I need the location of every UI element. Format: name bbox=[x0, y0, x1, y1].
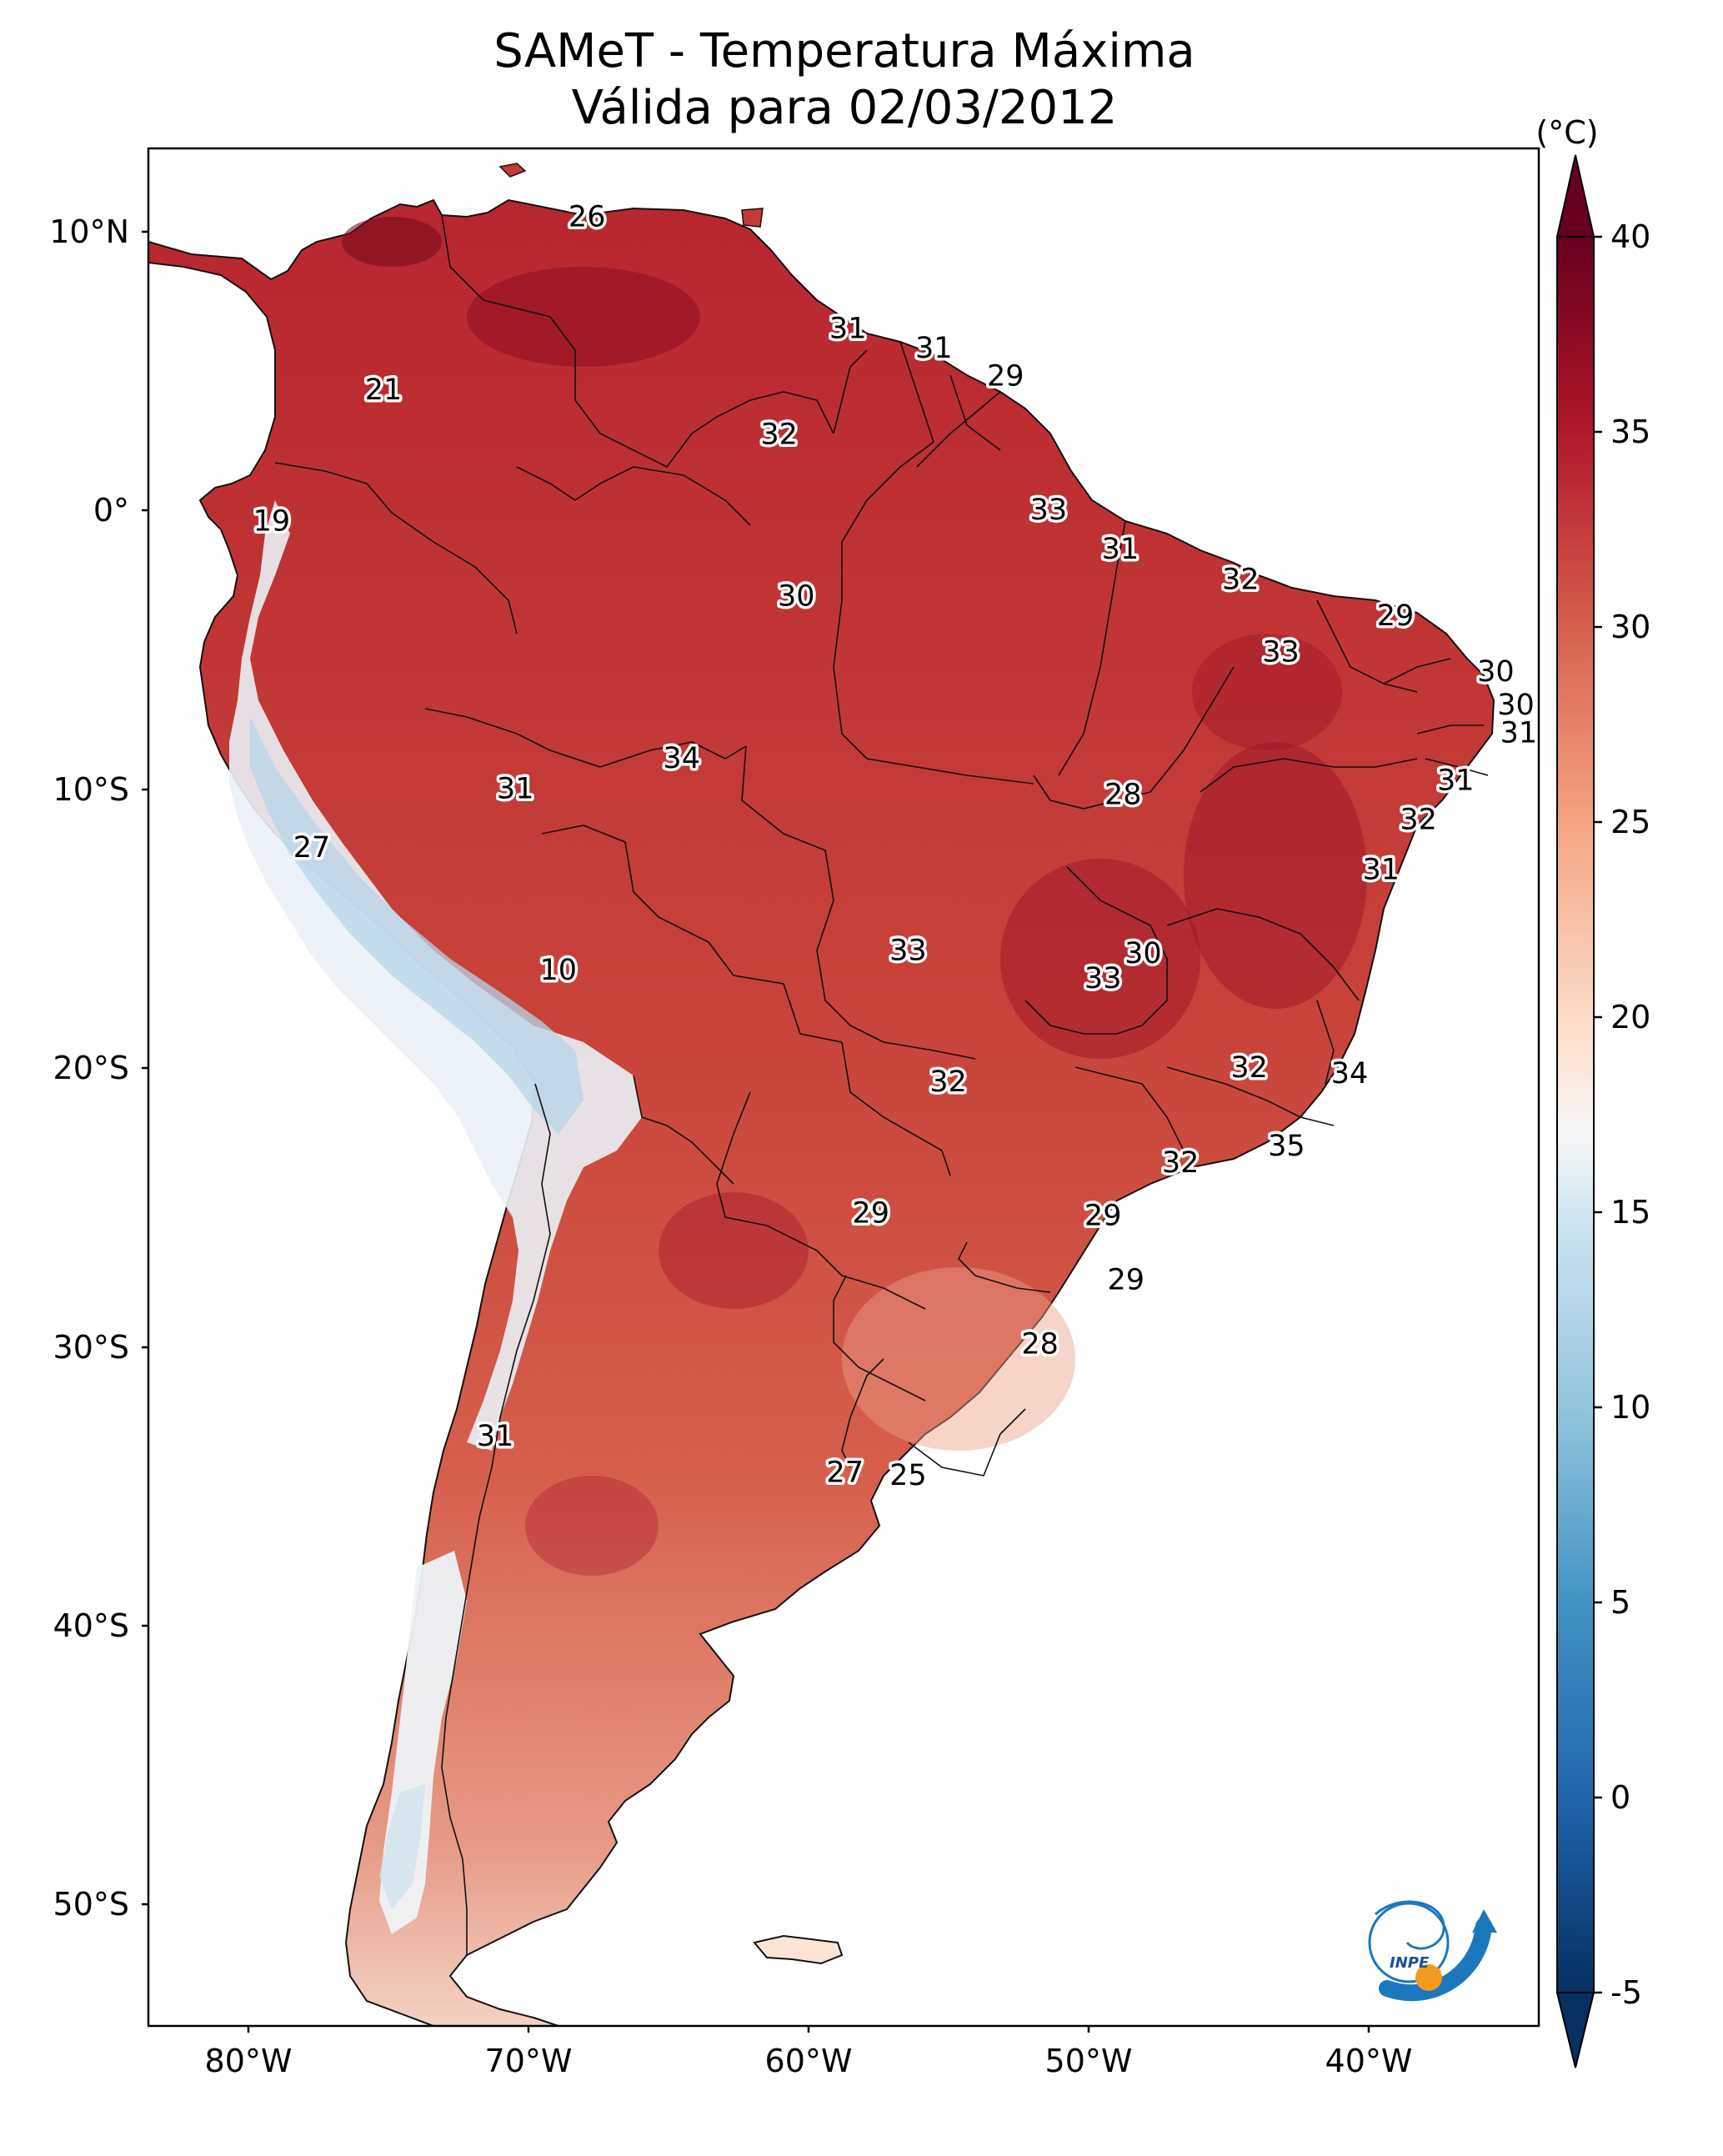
temperature-label: 28 bbox=[1104, 778, 1142, 811]
temperature-label: 30 bbox=[1497, 689, 1535, 722]
title-line-2: Válida para 02/03/2012 bbox=[572, 81, 1118, 135]
colorbar-tick-label: 10 bbox=[1610, 1389, 1650, 1426]
caribbean-islands bbox=[498, 163, 764, 228]
colorbar-extend-max bbox=[1555, 154, 1595, 238]
inpe-logo: INPE bbox=[1368, 1900, 1497, 2002]
colorbar-extend-min bbox=[1555, 1992, 1595, 2068]
temperature-label: 29 bbox=[1084, 1200, 1122, 1233]
temperature-label: 27 bbox=[293, 831, 331, 865]
colorbar-tick-label: 30 bbox=[1610, 609, 1650, 645]
temperature-label: 32 bbox=[1400, 803, 1437, 836]
lat-tick-label: 30°S bbox=[53, 1329, 129, 1366]
temperature-label: 31 bbox=[1437, 765, 1475, 798]
colorbar-unit: (°C) bbox=[1535, 114, 1598, 151]
hot-spot-venezuela bbox=[467, 267, 700, 367]
temperature-label: 33 bbox=[889, 935, 927, 968]
temperature-label: 30 bbox=[1477, 655, 1515, 689]
temperature-label: 33 bbox=[1084, 962, 1122, 995]
lat-tick-label: 0° bbox=[93, 492, 129, 529]
colorbar-tick-label: 15 bbox=[1610, 1194, 1650, 1231]
temperature-label: 32 bbox=[760, 419, 798, 452]
lon-tick-label: 60°W bbox=[765, 2043, 853, 2079]
colorbar: (°C) 40 35 30 25 20 15 10 5 0 -5 bbox=[1535, 114, 1650, 2068]
hot-spot-northeast bbox=[1192, 634, 1342, 750]
colorbar-tick-label: 20 bbox=[1610, 999, 1650, 1035]
temperature-label: 31 bbox=[829, 313, 867, 346]
temperature-label: 29 bbox=[987, 359, 1024, 393]
hot-spot-colombia bbox=[342, 217, 442, 267]
temperature-label: 27 bbox=[826, 1457, 864, 1490]
title-line-1: SAMeT - Temperatura Máxima bbox=[493, 24, 1195, 78]
svg-text:INPE: INPE bbox=[1390, 1954, 1430, 1972]
temperature-label: 29 bbox=[1108, 1264, 1145, 1297]
temperature-label: 19 bbox=[253, 504, 291, 538]
lat-tick-label: 20°S bbox=[53, 1050, 129, 1086]
longitude-axis: 80°W 70°W 60°W 50°W 40°W bbox=[205, 2026, 1413, 2079]
lon-tick-label: 70°W bbox=[485, 2043, 573, 2079]
lat-tick-label: 10°N bbox=[49, 213, 129, 250]
hot-spot-chaco bbox=[659, 1192, 809, 1309]
temperature-label: 32 bbox=[1162, 1146, 1200, 1180]
temperature-label: 32 bbox=[1230, 1051, 1268, 1085]
colorbar-tick-label: 5 bbox=[1610, 1584, 1630, 1621]
temperature-label: 34 bbox=[663, 742, 700, 775]
cool-spot-south-brazil bbox=[842, 1267, 1075, 1451]
hot-spot-central-brazil bbox=[1000, 859, 1200, 1059]
temperature-label: 31 bbox=[497, 773, 534, 806]
hot-spot-bahia bbox=[1184, 742, 1367, 1009]
temperature-label: 35 bbox=[1268, 1130, 1305, 1163]
temperature-label: 32 bbox=[1222, 564, 1260, 597]
temperature-label: 32 bbox=[929, 1065, 967, 1099]
lon-tick-label: 80°W bbox=[205, 2043, 293, 2079]
map-area bbox=[148, 148, 1539, 2026]
patagonia-cold-region bbox=[379, 1784, 425, 1909]
country-borders bbox=[274, 214, 1489, 1955]
lon-tick-label: 40°W bbox=[1325, 2043, 1413, 2079]
temperature-label: 21 bbox=[365, 374, 403, 407]
temperature-label: 31 bbox=[1102, 533, 1139, 566]
hot-spot-pampas bbox=[525, 1476, 659, 1576]
lon-tick-label: 50°W bbox=[1045, 2043, 1133, 2079]
temperature-label: 25 bbox=[889, 1459, 927, 1492]
falkland-islands bbox=[753, 1934, 844, 1965]
temperature-label: 30 bbox=[1124, 937, 1162, 970]
temperature-label: 28 bbox=[1021, 1328, 1059, 1361]
colorbar-gradient bbox=[1556, 236, 1595, 1993]
temperature-label: 33 bbox=[1030, 494, 1068, 527]
colorbar-ticks: 40 35 30 25 20 15 10 5 0 -5 bbox=[1594, 218, 1650, 2011]
colorbar-tick-label: 0 bbox=[1610, 1779, 1630, 1816]
temperature-label: 34 bbox=[1331, 1057, 1369, 1091]
lat-tick-label: 50°S bbox=[53, 1886, 129, 1923]
colorbar-tick-label: -5 bbox=[1610, 1974, 1642, 2011]
temperature-label: 26 bbox=[568, 201, 606, 234]
temperature-label: 31 bbox=[1363, 854, 1400, 887]
altiplano-cold-region bbox=[250, 717, 584, 1134]
lat-tick-label: 10°S bbox=[53, 771, 129, 808]
temperature-label: 29 bbox=[1377, 599, 1415, 633]
latitude-axis: 10°N 0° 10°S 20°S 30°S 40°S 50°S bbox=[49, 213, 148, 1923]
colorbar-tick-label: 25 bbox=[1610, 804, 1650, 840]
temperature-label: 31 bbox=[477, 1420, 514, 1453]
temperature-label: 29 bbox=[852, 1196, 889, 1230]
colorbar-tick-label: 40 bbox=[1610, 218, 1650, 255]
colorbar-tick-label: 35 bbox=[1610, 414, 1650, 450]
temperature-label: 30 bbox=[778, 580, 815, 614]
temperature-label: 31 bbox=[1500, 717, 1538, 750]
temperature-label: 31 bbox=[915, 332, 953, 365]
lat-tick-label: 40°S bbox=[53, 1607, 129, 1644]
map-frame bbox=[147, 147, 1540, 2028]
temperature-label: 33 bbox=[1262, 636, 1300, 669]
temperature-label: 10 bbox=[540, 954, 578, 987]
